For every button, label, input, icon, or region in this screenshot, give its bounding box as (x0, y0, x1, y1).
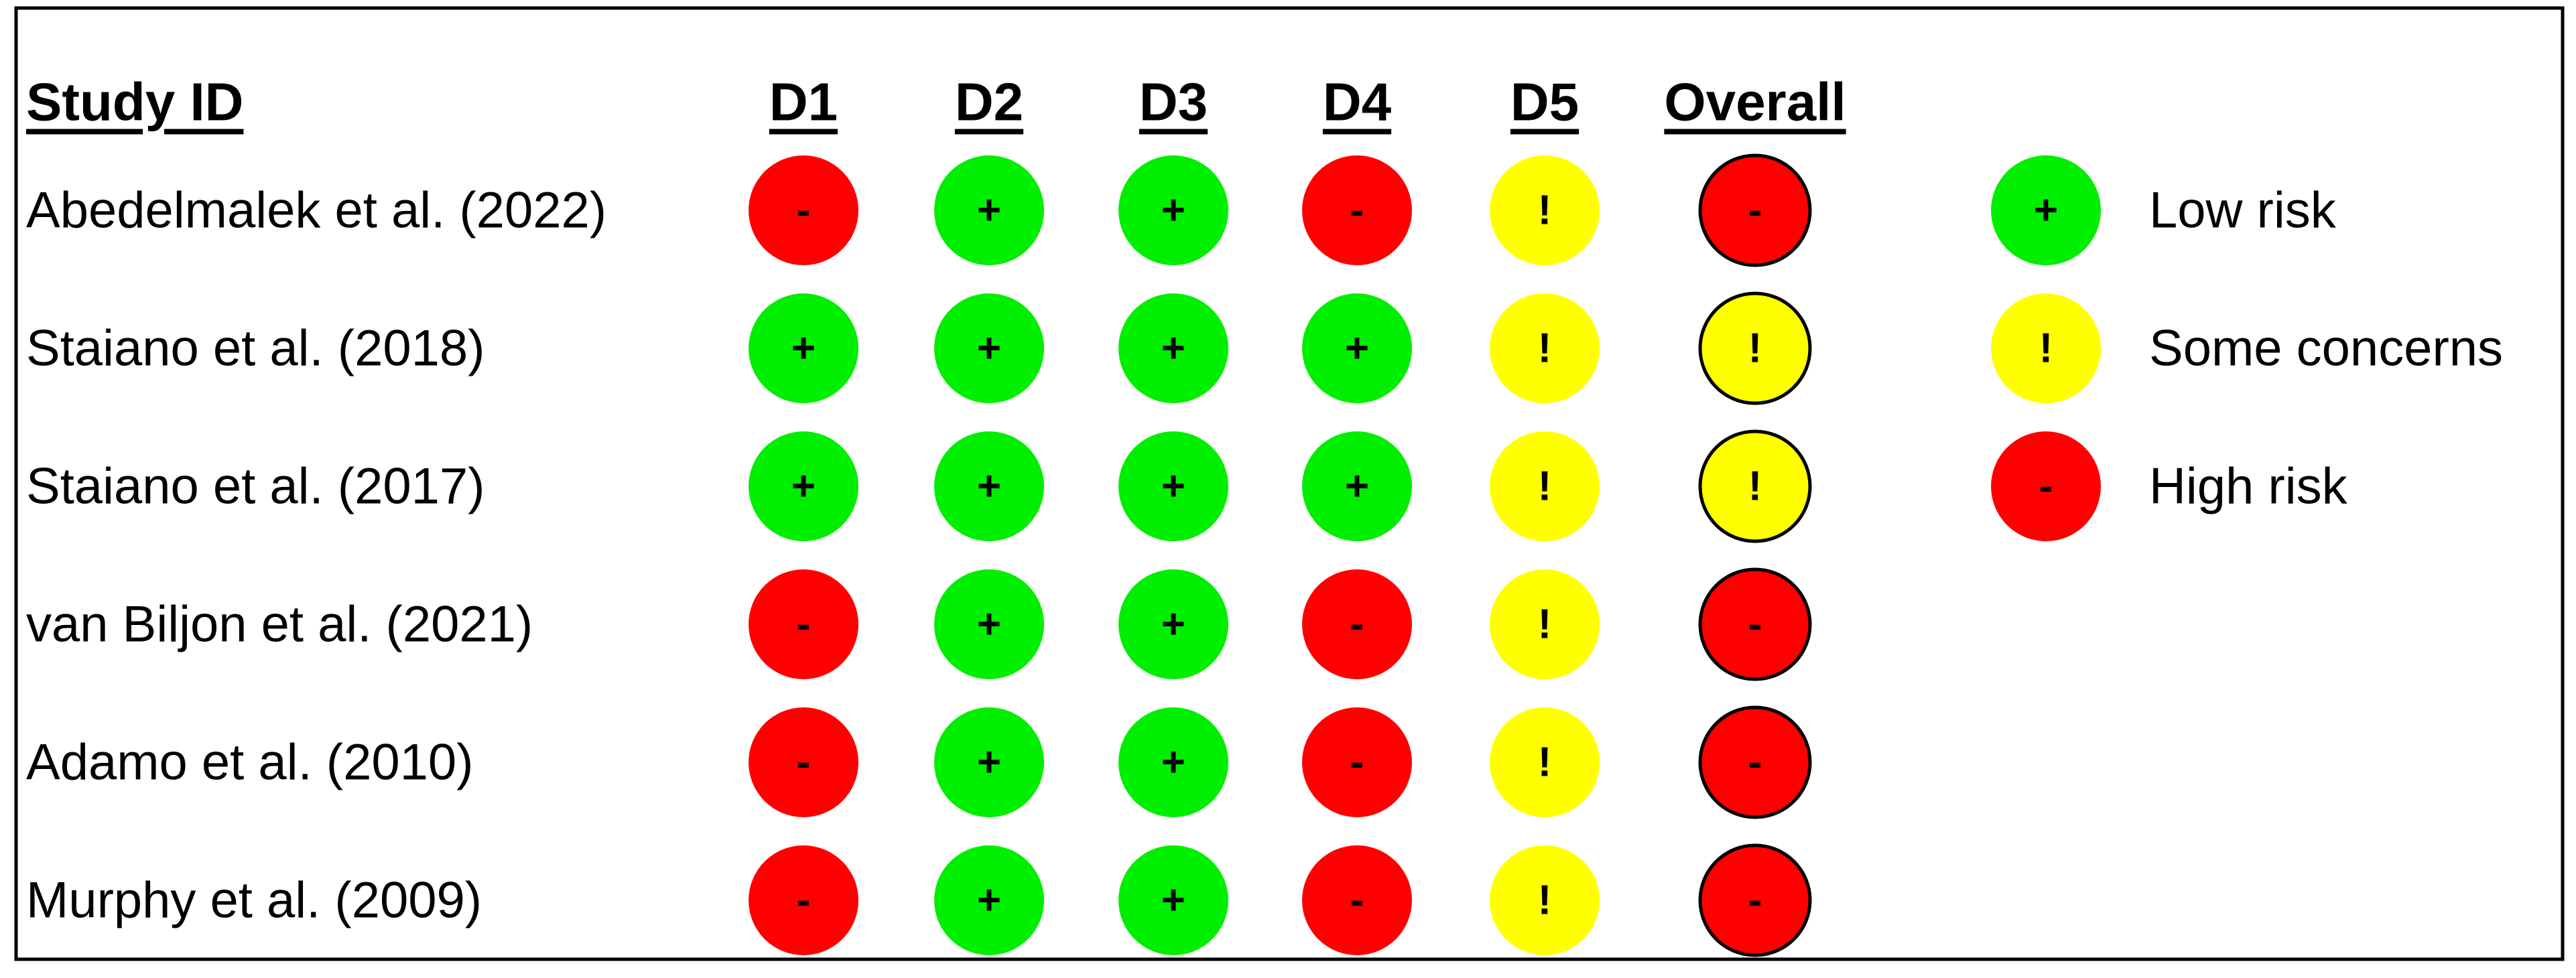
domain-judgement (749, 155, 858, 265)
frame (14, 6, 2565, 961)
domain-judgement (1302, 569, 1412, 679)
judgement-symbol: + (977, 188, 1001, 234)
domain-judgement (1490, 845, 1600, 955)
domain-judgement (749, 293, 858, 403)
domain-judgement (934, 569, 1044, 679)
judgement-symbol: - (1350, 878, 1364, 924)
domain-judgement (749, 569, 858, 679)
domain-judgement (1118, 293, 1228, 403)
domain-judgement (1118, 845, 1228, 955)
judgement-symbol: ! (1748, 326, 1762, 372)
domain-judgement (749, 707, 858, 817)
judgement-symbol: - (1748, 188, 1762, 234)
judgement-symbol: + (1161, 326, 1185, 372)
legend-swatch (1991, 155, 2101, 265)
study-id: Murphy et al. (2009) (26, 872, 482, 929)
judgement-symbol: - (1748, 740, 1762, 786)
judgement-symbol: - (1350, 188, 1364, 234)
column-header: D4 (1323, 72, 1392, 132)
judgement-symbol: + (977, 326, 1001, 372)
judgement-symbol: + (1161, 878, 1185, 924)
column-header: D1 (769, 72, 838, 132)
domain-judgement (1302, 155, 1412, 265)
overall-judgement (1698, 429, 1812, 543)
domain-judgement (1490, 155, 1600, 265)
judgement-symbol: + (791, 326, 816, 372)
column-header: Study ID (26, 72, 243, 132)
overall-judgement (1698, 843, 1812, 957)
legend-swatch (1991, 293, 2101, 403)
judgement-symbol: ! (1538, 602, 1552, 648)
judgement-symbol: - (797, 602, 811, 648)
judgement-symbol: + (1345, 464, 1369, 510)
domain-judgement (1490, 293, 1600, 403)
judgement-symbol: + (977, 878, 1001, 924)
domain-judgement (1302, 707, 1412, 817)
judgement-symbol: - (797, 740, 811, 786)
overall-judgement (1698, 567, 1812, 681)
domain-judgement (1302, 845, 1412, 955)
study-id: Staiano et al. (2017) (26, 458, 485, 515)
domain-judgement (934, 293, 1044, 403)
legend-label: Some concerns (2149, 320, 2503, 377)
judgement-symbol: ! (1538, 464, 1552, 510)
study-id: van Biljon et al. (2021) (26, 596, 533, 653)
domain-judgement (1490, 707, 1600, 817)
domain-judgement (934, 707, 1044, 817)
judgement-symbol: + (1161, 602, 1185, 648)
column-header: D3 (1139, 72, 1208, 132)
overall-judgement (1698, 153, 1812, 267)
domain-judgement (1118, 707, 1228, 817)
domain-judgement (1302, 431, 1412, 541)
overall-judgement (1698, 705, 1812, 819)
domain-judgement (749, 431, 858, 541)
column-header: Overall (1664, 72, 1846, 132)
judgement-symbol: - (797, 878, 811, 924)
study-id: Adamo et al. (2010) (26, 734, 474, 791)
judgement-symbol: - (1350, 602, 1364, 648)
judgement-symbol: + (977, 602, 1001, 648)
column-header: D5 (1510, 72, 1579, 132)
domain-judgement (934, 431, 1044, 541)
domain-judgement (1118, 431, 1228, 541)
overall-judgement (1698, 291, 1812, 405)
judgement-symbol: + (791, 464, 816, 510)
judgement-symbol: + (1161, 464, 1185, 510)
judgement-symbol: - (1748, 878, 1762, 924)
judgement-symbol: + (977, 464, 1001, 510)
judgement-symbol: + (1161, 740, 1185, 786)
legend-symbol: - (2039, 464, 2053, 510)
judgement-symbol: - (1350, 740, 1364, 786)
legend-symbol: ! (2039, 326, 2053, 372)
judgement-symbol: - (797, 188, 811, 234)
judgement-symbol: ! (1538, 740, 1552, 786)
judgement-symbol: ! (1538, 878, 1552, 924)
domain-judgement (1490, 569, 1600, 679)
judgement-symbol: ! (1538, 326, 1552, 372)
domain-judgement (934, 155, 1044, 265)
column-header: D2 (955, 72, 1023, 132)
domain-judgement (1490, 431, 1600, 541)
judgement-symbol: + (977, 740, 1001, 786)
domain-judgement (1118, 155, 1228, 265)
judgement-symbol: + (1161, 188, 1185, 234)
judgement-symbol: ! (1538, 188, 1552, 234)
legend-label: High risk (2149, 458, 2348, 515)
judgement-symbol: + (1345, 326, 1369, 372)
legend-symbol: + (2034, 188, 2058, 234)
legend-swatch (1991, 431, 2101, 541)
domain-judgement (1118, 569, 1228, 679)
legend-label: Low risk (2149, 182, 2337, 239)
domain-judgement (749, 845, 858, 955)
domain-judgement (934, 845, 1044, 955)
judgement-symbol: ! (1748, 464, 1762, 510)
judgement-symbol: - (1748, 602, 1762, 648)
domain-judgement (1302, 293, 1412, 403)
study-id: Abedelmalek et al. (2022) (26, 182, 606, 239)
study-id: Staiano et al. (2018) (26, 320, 485, 377)
